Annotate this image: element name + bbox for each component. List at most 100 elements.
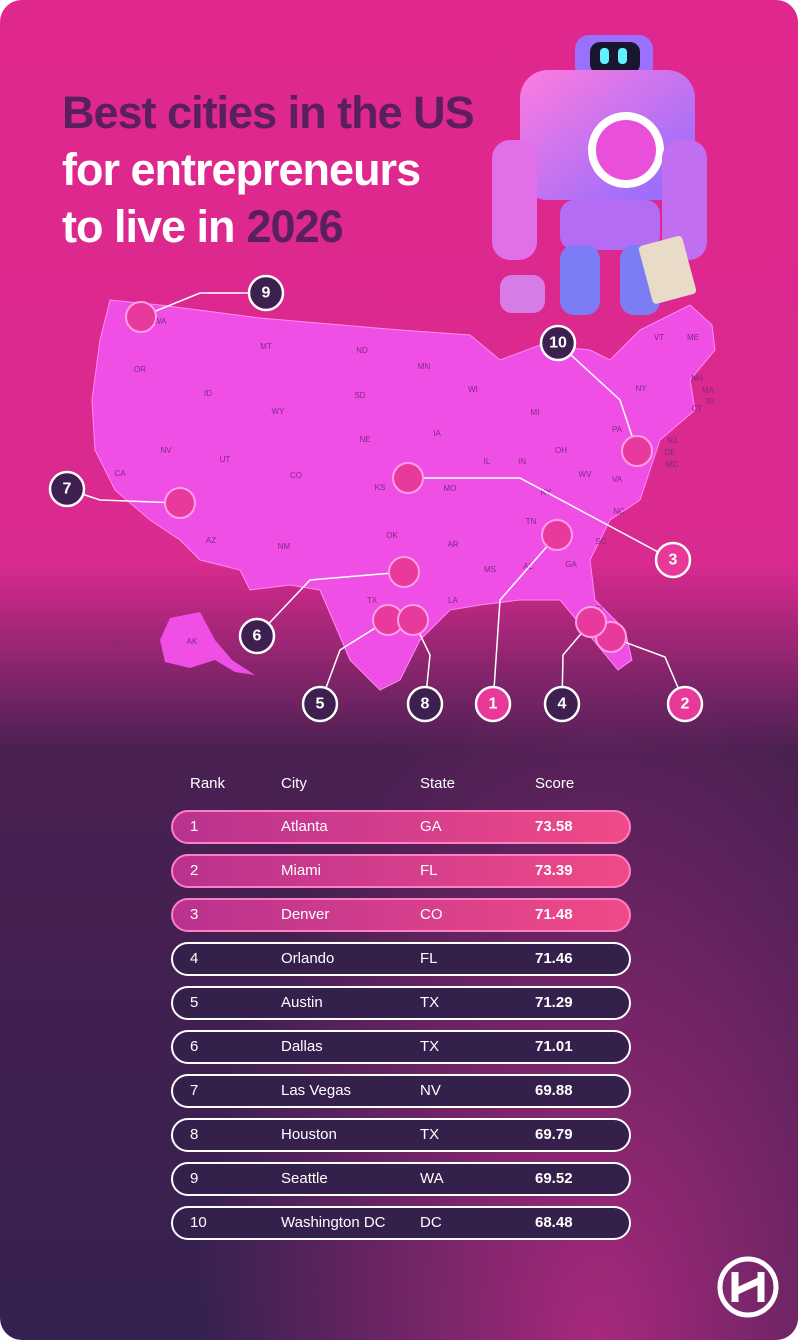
table-cell: TX	[420, 1126, 439, 1143]
table-cell: Las Vegas	[281, 1082, 351, 1099]
table-cell: Dallas	[281, 1038, 323, 1055]
leader-line	[557, 342, 638, 452]
table-cell: FL	[420, 862, 438, 879]
state-label: LA	[448, 596, 458, 605]
state-label: ND	[356, 346, 368, 355]
column-header: State	[420, 775, 455, 792]
state-label: MA	[702, 386, 715, 395]
table-cell: CO	[420, 906, 443, 923]
state-label: WY	[272, 407, 286, 416]
city-dot	[388, 556, 420, 588]
table-cell: 69.52	[535, 1170, 573, 1187]
table-cell: TX	[420, 1038, 439, 1055]
state-label: VA	[612, 475, 623, 484]
table-cell: WA	[420, 1170, 444, 1187]
state-label: IL	[484, 457, 491, 466]
marker-badge	[474, 685, 512, 723]
table-cell: 71.46	[535, 950, 573, 967]
marker-label: 3	[669, 552, 678, 569]
leader-lines	[66, 292, 686, 705]
title: Best cities in the US for entrepreneurs …	[62, 87, 475, 252]
state-label: AK	[187, 637, 198, 646]
marker-label: 6	[253, 628, 262, 645]
marker-label: 9	[262, 285, 271, 302]
table-cell: Austin	[281, 994, 323, 1011]
state-label: NV	[160, 446, 172, 455]
column-header: Rank	[190, 775, 226, 792]
marker-badge	[539, 324, 577, 362]
marker-badge	[406, 685, 444, 723]
table-cell: Atlanta	[281, 818, 328, 835]
state-label: VT	[654, 333, 664, 342]
title-year: 2026	[247, 201, 343, 252]
table-cell: Washington DC	[281, 1214, 386, 1231]
table-cell: 71.01	[535, 1038, 573, 1055]
state-label: RI	[706, 397, 714, 406]
table-cell: TX	[420, 994, 439, 1011]
state-label: OR	[134, 365, 146, 374]
marker-label: 8	[421, 696, 430, 713]
table-cell: 68.48	[535, 1214, 573, 1231]
state-label: IA	[433, 429, 441, 438]
title-line: for entrepreneurs	[62, 144, 420, 195]
title-text: to live in	[62, 201, 235, 252]
table-cell: 8	[190, 1126, 198, 1143]
ranking-table: Rank City State Score 1 Atlanta GA 73.58 2 Miami F…	[171, 775, 631, 1240]
leader-line	[140, 292, 266, 318]
logo	[717, 1256, 779, 1318]
state-label: NC	[613, 507, 625, 516]
column-header: Score	[535, 775, 574, 792]
state-label: OH	[555, 446, 567, 455]
state-label: PA	[612, 425, 623, 434]
state-label: AL	[523, 562, 533, 571]
table-row	[171, 1118, 631, 1152]
marker-badge	[238, 617, 276, 655]
state-label: AZ	[206, 536, 216, 545]
state-label: NY	[635, 384, 647, 393]
marker-label: 2	[681, 696, 690, 713]
state-labels: WA OR CA MT ID NV WY UT AZ CO NM ND SD NE KS OK TX MN IA MO…	[112, 317, 715, 649]
table-cell: 1	[190, 818, 198, 835]
state-label: DE	[664, 448, 675, 457]
state-label: CO	[290, 471, 302, 480]
map-shape	[91, 299, 716, 691]
table-cell: 4	[190, 950, 198, 967]
state-label: NH	[691, 374, 703, 383]
table-row	[171, 942, 631, 976]
marker-label: 10	[549, 335, 567, 352]
city-dot	[397, 604, 429, 636]
table-cell: Denver	[281, 906, 329, 923]
state-label: AR	[447, 540, 458, 549]
state-label: HI	[112, 640, 120, 649]
table-cell: GA	[420, 818, 442, 835]
city-dot	[575, 606, 607, 638]
us-map	[91, 299, 716, 691]
table-cell: NV	[420, 1082, 441, 1099]
marker-badge	[543, 685, 581, 723]
leader-line	[492, 534, 558, 705]
leader-line	[256, 571, 405, 637]
leader-line	[408, 477, 674, 561]
table-cell: DC	[420, 1214, 442, 1231]
marker-label: 1	[489, 696, 498, 713]
city-dot	[392, 462, 424, 494]
state-label: CT	[692, 404, 703, 413]
city-dot	[541, 519, 573, 551]
table-cell: 73.39	[535, 862, 573, 879]
state-label: MD	[666, 460, 679, 469]
table-cell: 9	[190, 1170, 198, 1187]
state-label: ID	[204, 389, 212, 398]
marker-badge	[247, 274, 285, 312]
robot	[492, 35, 707, 315]
table-row	[171, 986, 631, 1020]
table-row	[171, 898, 631, 932]
leader-line	[319, 619, 389, 705]
state-label: CA	[114, 469, 126, 478]
table-cell: 2	[190, 862, 198, 879]
table-cell: Seattle	[281, 1170, 328, 1187]
state-label: NM	[278, 542, 291, 551]
table-cell: 10	[190, 1214, 207, 1231]
title-line: Best cities in the US	[62, 87, 474, 138]
table-row	[171, 1162, 631, 1196]
table-row	[171, 854, 631, 888]
